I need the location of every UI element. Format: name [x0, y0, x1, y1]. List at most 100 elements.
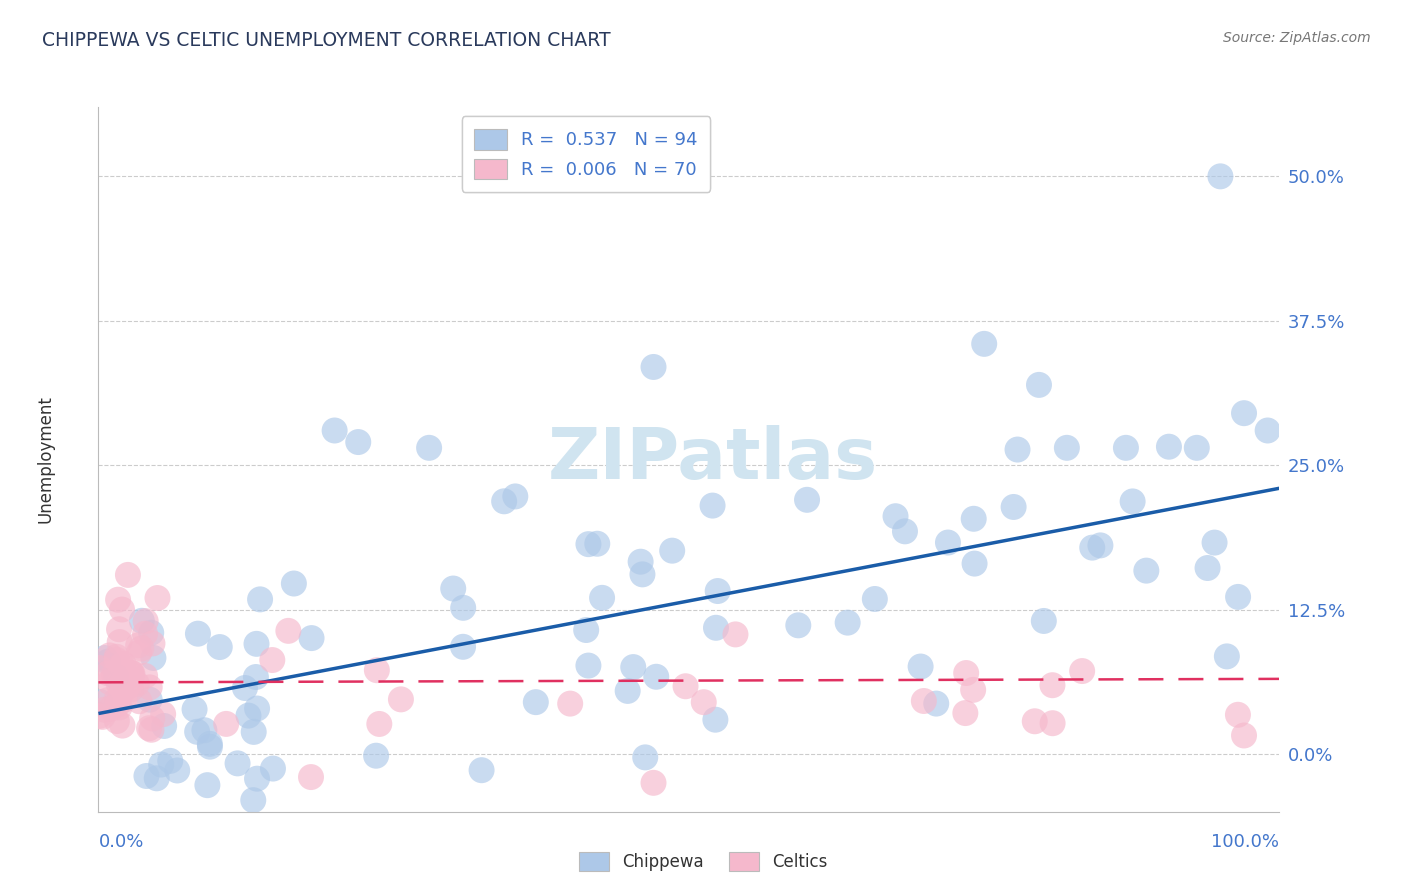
Point [125, 677, 148, 691]
Point [693, 695, 716, 709]
Point [704, 713, 727, 727]
Point [586, 537, 609, 551]
Point [153, 719, 176, 733]
Point [145, 772, 167, 786]
Point [1056, 441, 1078, 455]
Point [166, 764, 188, 778]
Point [120, 665, 142, 680]
Point [1204, 535, 1226, 549]
Point [105, 653, 128, 667]
Point [368, 717, 391, 731]
Point [1090, 538, 1112, 552]
Point [973, 336, 995, 351]
Point [884, 509, 907, 524]
Point [246, 701, 269, 715]
Point [89, 695, 111, 709]
Text: 0.0%: 0.0% [98, 832, 143, 850]
Point [249, 592, 271, 607]
Point [89, 708, 111, 723]
Point [323, 424, 346, 438]
Point [301, 631, 323, 645]
Point [1028, 377, 1050, 392]
Point [100, 701, 122, 715]
Point [97, 655, 120, 669]
Legend: R =  0.537   N = 94, R =  0.006   N = 70: R = 0.537 N = 94, R = 0.006 N = 70 [461, 116, 710, 192]
Point [1071, 664, 1094, 678]
Point [112, 692, 135, 706]
Point [242, 793, 264, 807]
Point [110, 688, 132, 702]
Point [1209, 169, 1232, 184]
Point [471, 763, 494, 777]
Point [910, 659, 932, 673]
Point [105, 714, 128, 728]
Point [575, 623, 598, 637]
Point [451, 640, 474, 654]
Point [1233, 406, 1256, 420]
Point [138, 692, 160, 706]
Point [128, 646, 150, 660]
Point [675, 679, 697, 693]
Text: ZIPatlas: ZIPatlas [547, 425, 877, 494]
Point [787, 618, 810, 632]
Point [661, 543, 683, 558]
Point [134, 669, 156, 683]
Point [645, 670, 668, 684]
Point [186, 724, 208, 739]
Point [245, 637, 267, 651]
Point [93, 651, 115, 665]
Point [524, 695, 547, 709]
Point [238, 708, 260, 723]
Point [150, 757, 173, 772]
Point [108, 635, 131, 649]
Point [93, 703, 115, 717]
Point [105, 693, 128, 707]
Point [121, 666, 143, 681]
Point [702, 499, 724, 513]
Point [97, 666, 120, 681]
Point [706, 584, 728, 599]
Point [1122, 494, 1144, 508]
Point [441, 582, 464, 596]
Point [1135, 564, 1157, 578]
Point [131, 614, 153, 628]
Point [107, 592, 129, 607]
Point [89, 661, 111, 675]
Point [1185, 441, 1208, 455]
Point [129, 641, 152, 656]
Point [724, 627, 747, 641]
Point [103, 668, 125, 682]
Point [912, 694, 935, 708]
Point [283, 576, 305, 591]
Point [120, 682, 142, 697]
Point [242, 725, 264, 739]
Point [118, 680, 141, 694]
Point [505, 490, 527, 504]
Point [233, 681, 256, 695]
Point [134, 627, 156, 641]
Point [138, 681, 160, 695]
Point [389, 692, 412, 706]
Point [111, 676, 134, 690]
Point [107, 698, 129, 712]
Point [152, 707, 174, 722]
Point [963, 557, 986, 571]
Point [108, 622, 131, 636]
Point [111, 718, 134, 732]
Point [347, 435, 370, 450]
Point [634, 750, 657, 764]
Point [621, 660, 644, 674]
Point [1002, 500, 1025, 514]
Point [159, 754, 181, 768]
Point [245, 670, 267, 684]
Point [962, 682, 984, 697]
Text: Source: ZipAtlas.com: Source: ZipAtlas.com [1223, 31, 1371, 45]
Point [925, 697, 948, 711]
Point [418, 441, 440, 455]
Text: CHIPPEWA VS CELTIC UNEMPLOYMENT CORRELATION CHART: CHIPPEWA VS CELTIC UNEMPLOYMENT CORRELAT… [42, 31, 610, 50]
Point [98, 675, 121, 690]
Point [141, 723, 163, 737]
Point [141, 636, 163, 650]
Point [193, 723, 215, 738]
Point [110, 658, 132, 673]
